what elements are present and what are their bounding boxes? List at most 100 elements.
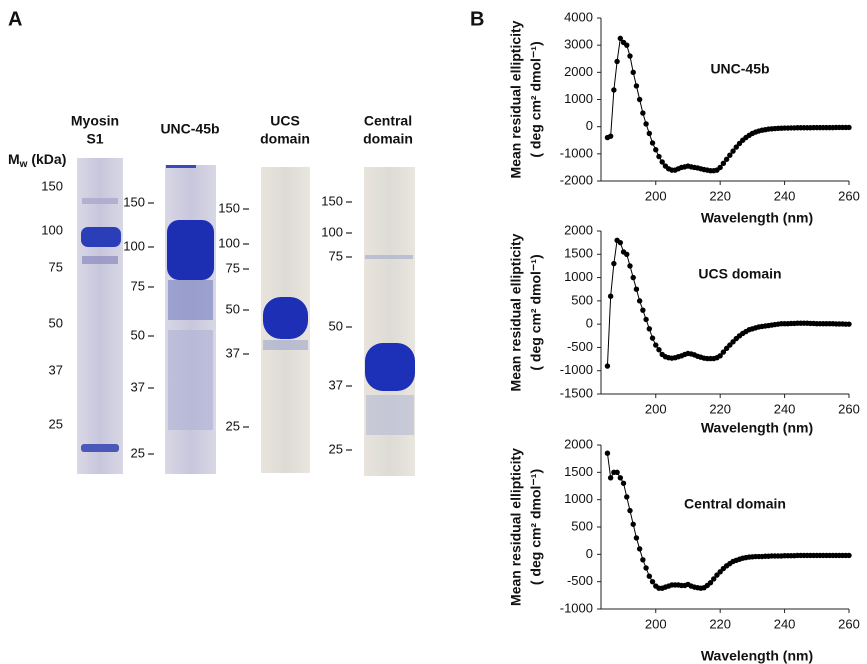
data-point [630, 521, 636, 527]
marker-label: 25 [329, 441, 343, 456]
data-point [720, 349, 727, 355]
gel-title: domain [260, 131, 310, 147]
y-tick-label: 1000 [564, 491, 593, 506]
data-point [720, 160, 727, 167]
y-tick-label: 0 [586, 316, 593, 331]
marker-label: 100 [218, 235, 240, 250]
marker-label: 37 [131, 379, 145, 394]
series-line [607, 37, 849, 172]
y-tick-label: 0 [586, 546, 593, 561]
data-point [611, 260, 617, 267]
y-tick-label: -1500 [560, 385, 593, 400]
gel-title: Myosin [71, 113, 119, 129]
mw-unit: (kDa) [27, 151, 66, 167]
y-axis-label: ( deg cm² dmol⁻¹) [528, 254, 544, 370]
data-point [636, 298, 643, 304]
data-point [607, 293, 614, 299]
data-point [643, 121, 649, 127]
x-tick-label: 220 [709, 401, 731, 416]
data-point [620, 480, 627, 486]
data-point [707, 580, 714, 586]
mw-symbol: M [8, 151, 20, 167]
data-point [617, 35, 624, 42]
data-point [646, 130, 653, 137]
data-point [846, 552, 852, 559]
gel-images [77, 158, 415, 476]
y-tick-label: 1000 [564, 269, 593, 284]
data-point [633, 286, 640, 292]
marker-label: 50 [226, 301, 240, 316]
data-point [653, 147, 659, 153]
series-label: UNC-45b [710, 61, 769, 77]
panel-label: B [470, 8, 484, 30]
marker-label: 75 [329, 248, 343, 263]
y-axis-label: Mean residual ellipticity [508, 233, 524, 391]
marker-label: 100 [41, 222, 63, 237]
gel-title: UNC-45b [160, 121, 219, 137]
y-tick-label: -2000 [560, 172, 593, 187]
data-point [653, 342, 659, 348]
y-tick-label: 0 [586, 118, 593, 133]
data-point [633, 83, 640, 89]
data-point [640, 110, 646, 116]
y-axis-label: ( deg cm² dmol⁻¹) [528, 469, 544, 585]
x-axis-label: Wavelength (nm) [701, 420, 813, 436]
marker-label: 37 [226, 345, 240, 360]
x-tick-label: 260 [838, 401, 860, 416]
x-tick-label: 220 [709, 188, 731, 203]
data-point [630, 69, 636, 76]
data-point [846, 321, 852, 327]
series-label: Central domain [684, 496, 786, 512]
marker-label: 150 [321, 193, 343, 208]
marker-label: 150 [123, 194, 145, 209]
marker-label: 37 [329, 377, 343, 392]
data-point [630, 274, 636, 281]
y-tick-label: -1000 [560, 600, 593, 615]
data-point [640, 307, 646, 313]
data-point [711, 576, 717, 582]
marker-label: 150 [41, 178, 63, 193]
data-point [617, 239, 624, 246]
data-point [846, 124, 852, 131]
data-point [627, 507, 633, 514]
data-point [604, 363, 611, 369]
x-tick-label: 260 [838, 616, 860, 631]
marker-label: 50 [49, 315, 63, 330]
y-tick-label: 500 [571, 518, 593, 533]
data-point [649, 335, 656, 341]
data-point [624, 42, 630, 48]
y-tick-label: 1500 [564, 464, 593, 479]
data-point [636, 96, 643, 103]
data-point [640, 557, 646, 563]
data-point [646, 573, 653, 579]
data-point [649, 578, 656, 585]
data-point [617, 475, 624, 481]
data-point [733, 144, 739, 150]
data-point [607, 475, 614, 481]
y-tick-label: 2000 [564, 436, 593, 451]
gel-title: domain [363, 131, 413, 147]
y-axis-label: Mean residual ellipticity [508, 448, 524, 606]
data-point [646, 326, 653, 332]
y-tick-label: -500 [567, 573, 593, 588]
marker-label: 150 [218, 200, 240, 215]
data-point [723, 156, 730, 162]
x-tick-label: 200 [645, 188, 667, 203]
marker-label: 50 [131, 327, 145, 342]
marker-label: 37 [49, 362, 63, 377]
marker-label: 75 [49, 259, 63, 274]
data-point [614, 469, 620, 476]
x-axis-label: Wavelength (nm) [701, 210, 813, 226]
marker-label: 100 [321, 224, 343, 239]
data-point [643, 565, 649, 571]
data-point [730, 148, 736, 154]
gel-title: Central [364, 113, 412, 129]
x-axis-label: Wavelength (nm) [701, 648, 813, 664]
data-point [656, 347, 662, 353]
x-tick-label: 260 [838, 188, 860, 203]
data-point [659, 159, 665, 165]
series-label: UCS domain [698, 266, 781, 282]
data-point [607, 133, 614, 139]
y-tick-label: 1500 [564, 246, 593, 261]
